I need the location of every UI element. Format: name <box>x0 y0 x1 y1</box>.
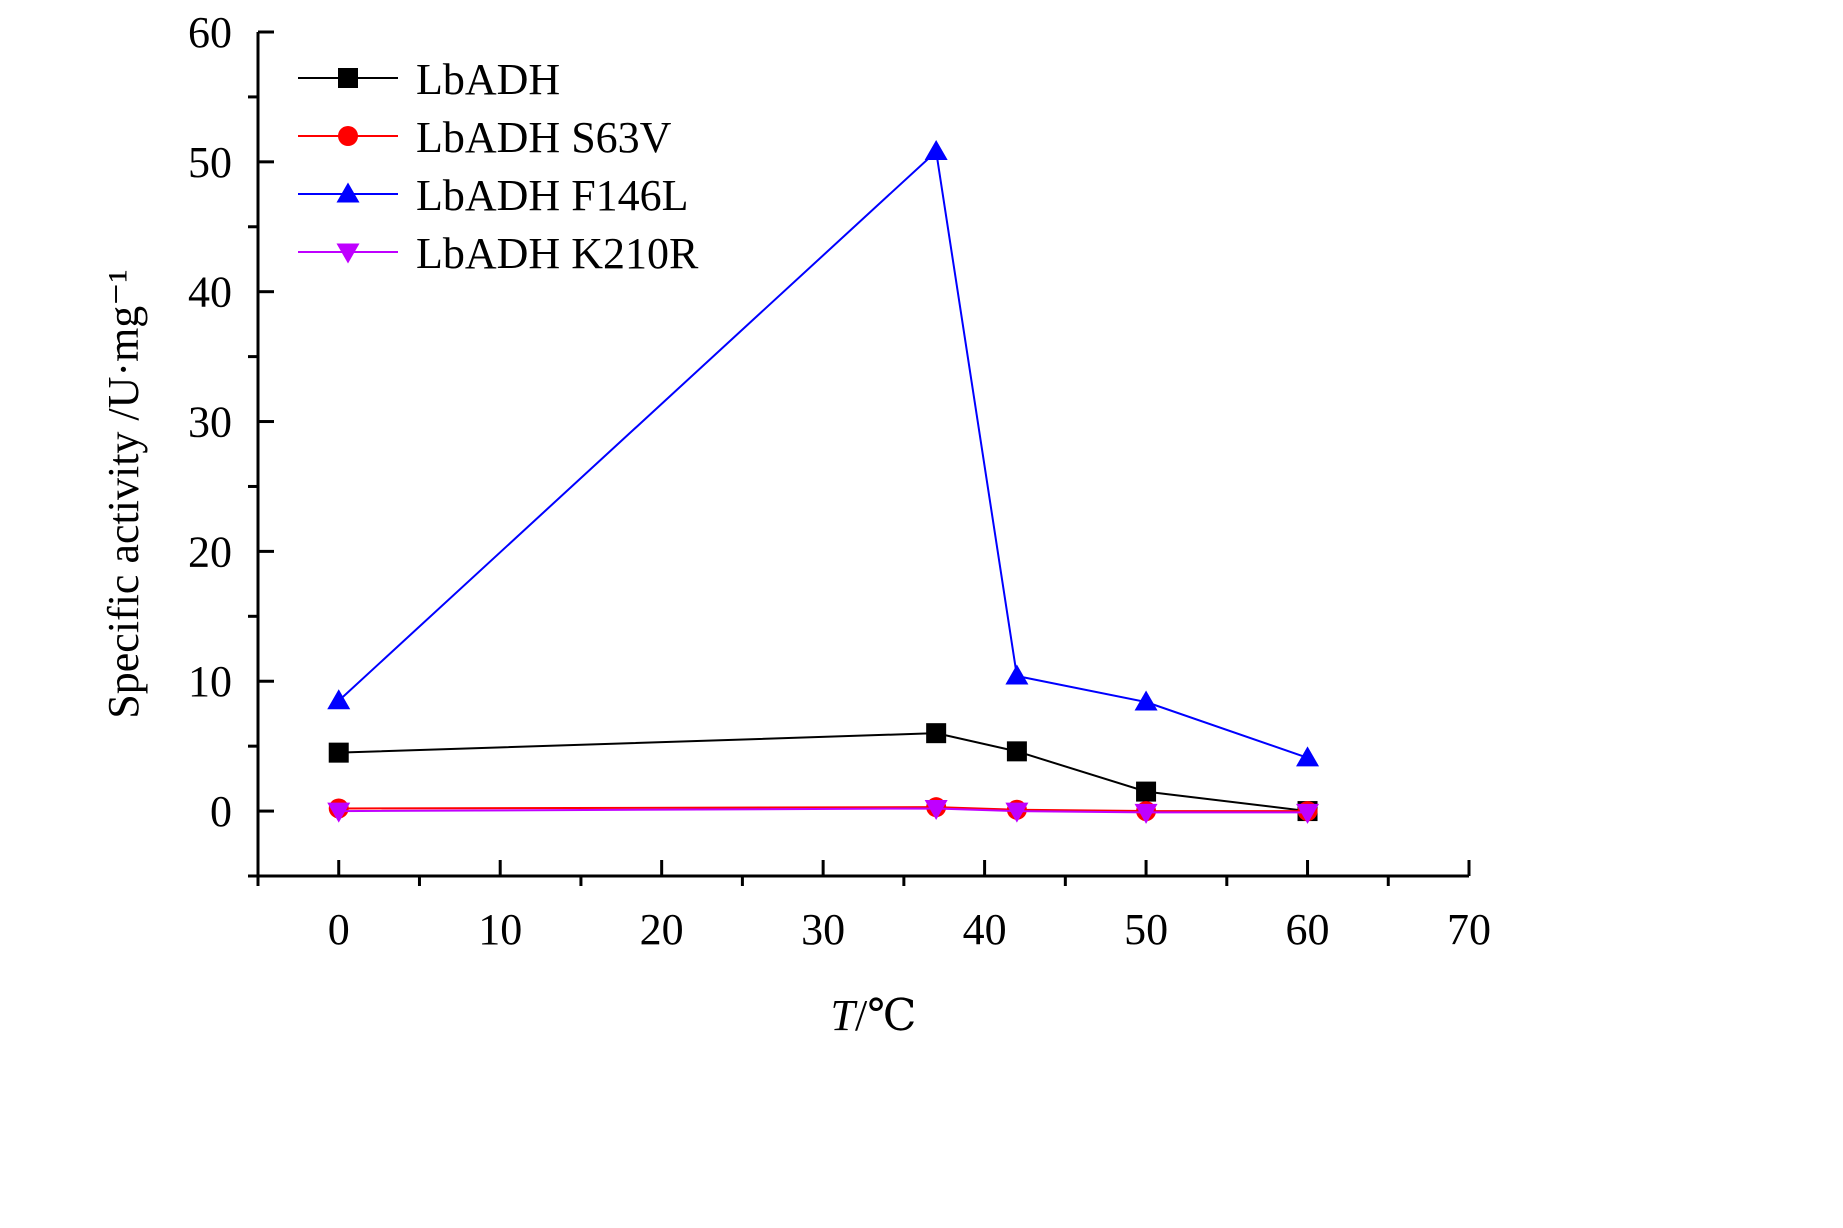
marker-triangle-up <box>327 689 351 710</box>
legend-entry: LbADH F146L <box>298 171 689 220</box>
x-tick-label: 50 <box>1124 905 1168 954</box>
marker-triangle-up <box>1134 690 1158 711</box>
x-tick-label: 10 <box>478 905 522 954</box>
axes: 0 10 20 30 40 50 60 0 10 20 30 40 50 60 70 <box>188 8 1491 954</box>
legend-label: LbADH S63V <box>416 113 672 162</box>
x-tick-label: 30 <box>801 905 845 954</box>
marker-triangle-down <box>1134 803 1158 824</box>
marker-triangle-up <box>1296 746 1320 767</box>
marker-square <box>1006 741 1027 762</box>
marker-square <box>926 723 947 744</box>
y-tick-label: 50 <box>188 138 232 187</box>
legend-label: LbADH <box>416 55 560 104</box>
x-axis-title: T/℃ <box>831 991 917 1040</box>
x-tick-label: 40 <box>963 905 1007 954</box>
chart: 0 10 20 30 40 50 60 0 10 20 30 40 50 60 70 LbADH LbADH … <box>99 8 1491 1040</box>
legend-label: LbADH K210R <box>416 229 699 278</box>
y-tick-label: 0 <box>210 787 232 836</box>
series-group <box>327 139 1320 824</box>
y-tick-label: 30 <box>188 398 232 447</box>
y-tick-label: 10 <box>188 657 232 706</box>
legend-label: LbADH F146L <box>416 171 689 220</box>
series-line <box>338 732 1308 813</box>
marker-circle <box>338 126 358 146</box>
marker-triangle-down <box>924 799 948 820</box>
y-axis-title: Specific activity /U·mg⁻¹ <box>99 269 148 718</box>
y-tick-label: 60 <box>188 8 232 57</box>
marker-square <box>1136 781 1157 802</box>
y-tick-label: 40 <box>188 268 232 317</box>
marker-triangle-up <box>336 182 360 203</box>
marker-triangle-up <box>924 139 948 160</box>
x-axis-title-unit: /℃ <box>855 991 916 1040</box>
x-tick-label: 0 <box>328 905 350 954</box>
legend-entry: LbADH K210R <box>298 229 699 278</box>
y-tick-label: 20 <box>188 527 232 576</box>
x-axis-title-variable: T <box>831 991 859 1040</box>
legend-entry: LbADH S63V <box>298 113 672 162</box>
x-tick-label: 20 <box>640 905 684 954</box>
marker-triangle-down <box>1296 803 1320 824</box>
series-lbadh-f146l <box>327 139 1320 767</box>
marker-triangle-up <box>1005 664 1029 685</box>
series-lbadh-k210r <box>327 799 1320 824</box>
x-tick-label: 60 <box>1286 905 1330 954</box>
marker-square <box>328 742 349 763</box>
legend-entry: LbADH <box>298 55 560 104</box>
marker-triangle-down <box>327 802 351 823</box>
series-lbadh <box>328 723 1318 822</box>
line-chart: 0 10 20 30 40 50 60 0 10 20 30 40 50 60 70 LbADH LbADH … <box>99 8 1491 1040</box>
legend: LbADH LbADH S63V LbADH F146L LbADH K210R <box>298 55 699 278</box>
x-tick-label: 70 <box>1447 905 1491 954</box>
marker-triangle-down <box>1005 802 1029 823</box>
marker-square <box>338 68 358 88</box>
marker-triangle-down <box>336 243 360 264</box>
